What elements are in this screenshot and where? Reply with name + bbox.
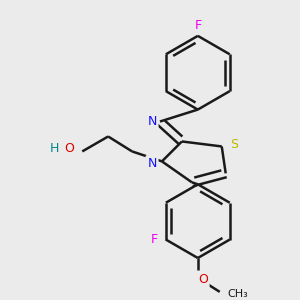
Text: S: S bbox=[230, 138, 238, 151]
Text: F: F bbox=[150, 233, 158, 246]
Text: O: O bbox=[64, 142, 74, 155]
Text: N: N bbox=[147, 157, 157, 170]
Text: H: H bbox=[50, 142, 59, 155]
Text: O: O bbox=[198, 273, 208, 286]
Text: N: N bbox=[147, 115, 157, 128]
Text: CH₃: CH₃ bbox=[227, 289, 248, 299]
Text: F: F bbox=[194, 20, 201, 32]
